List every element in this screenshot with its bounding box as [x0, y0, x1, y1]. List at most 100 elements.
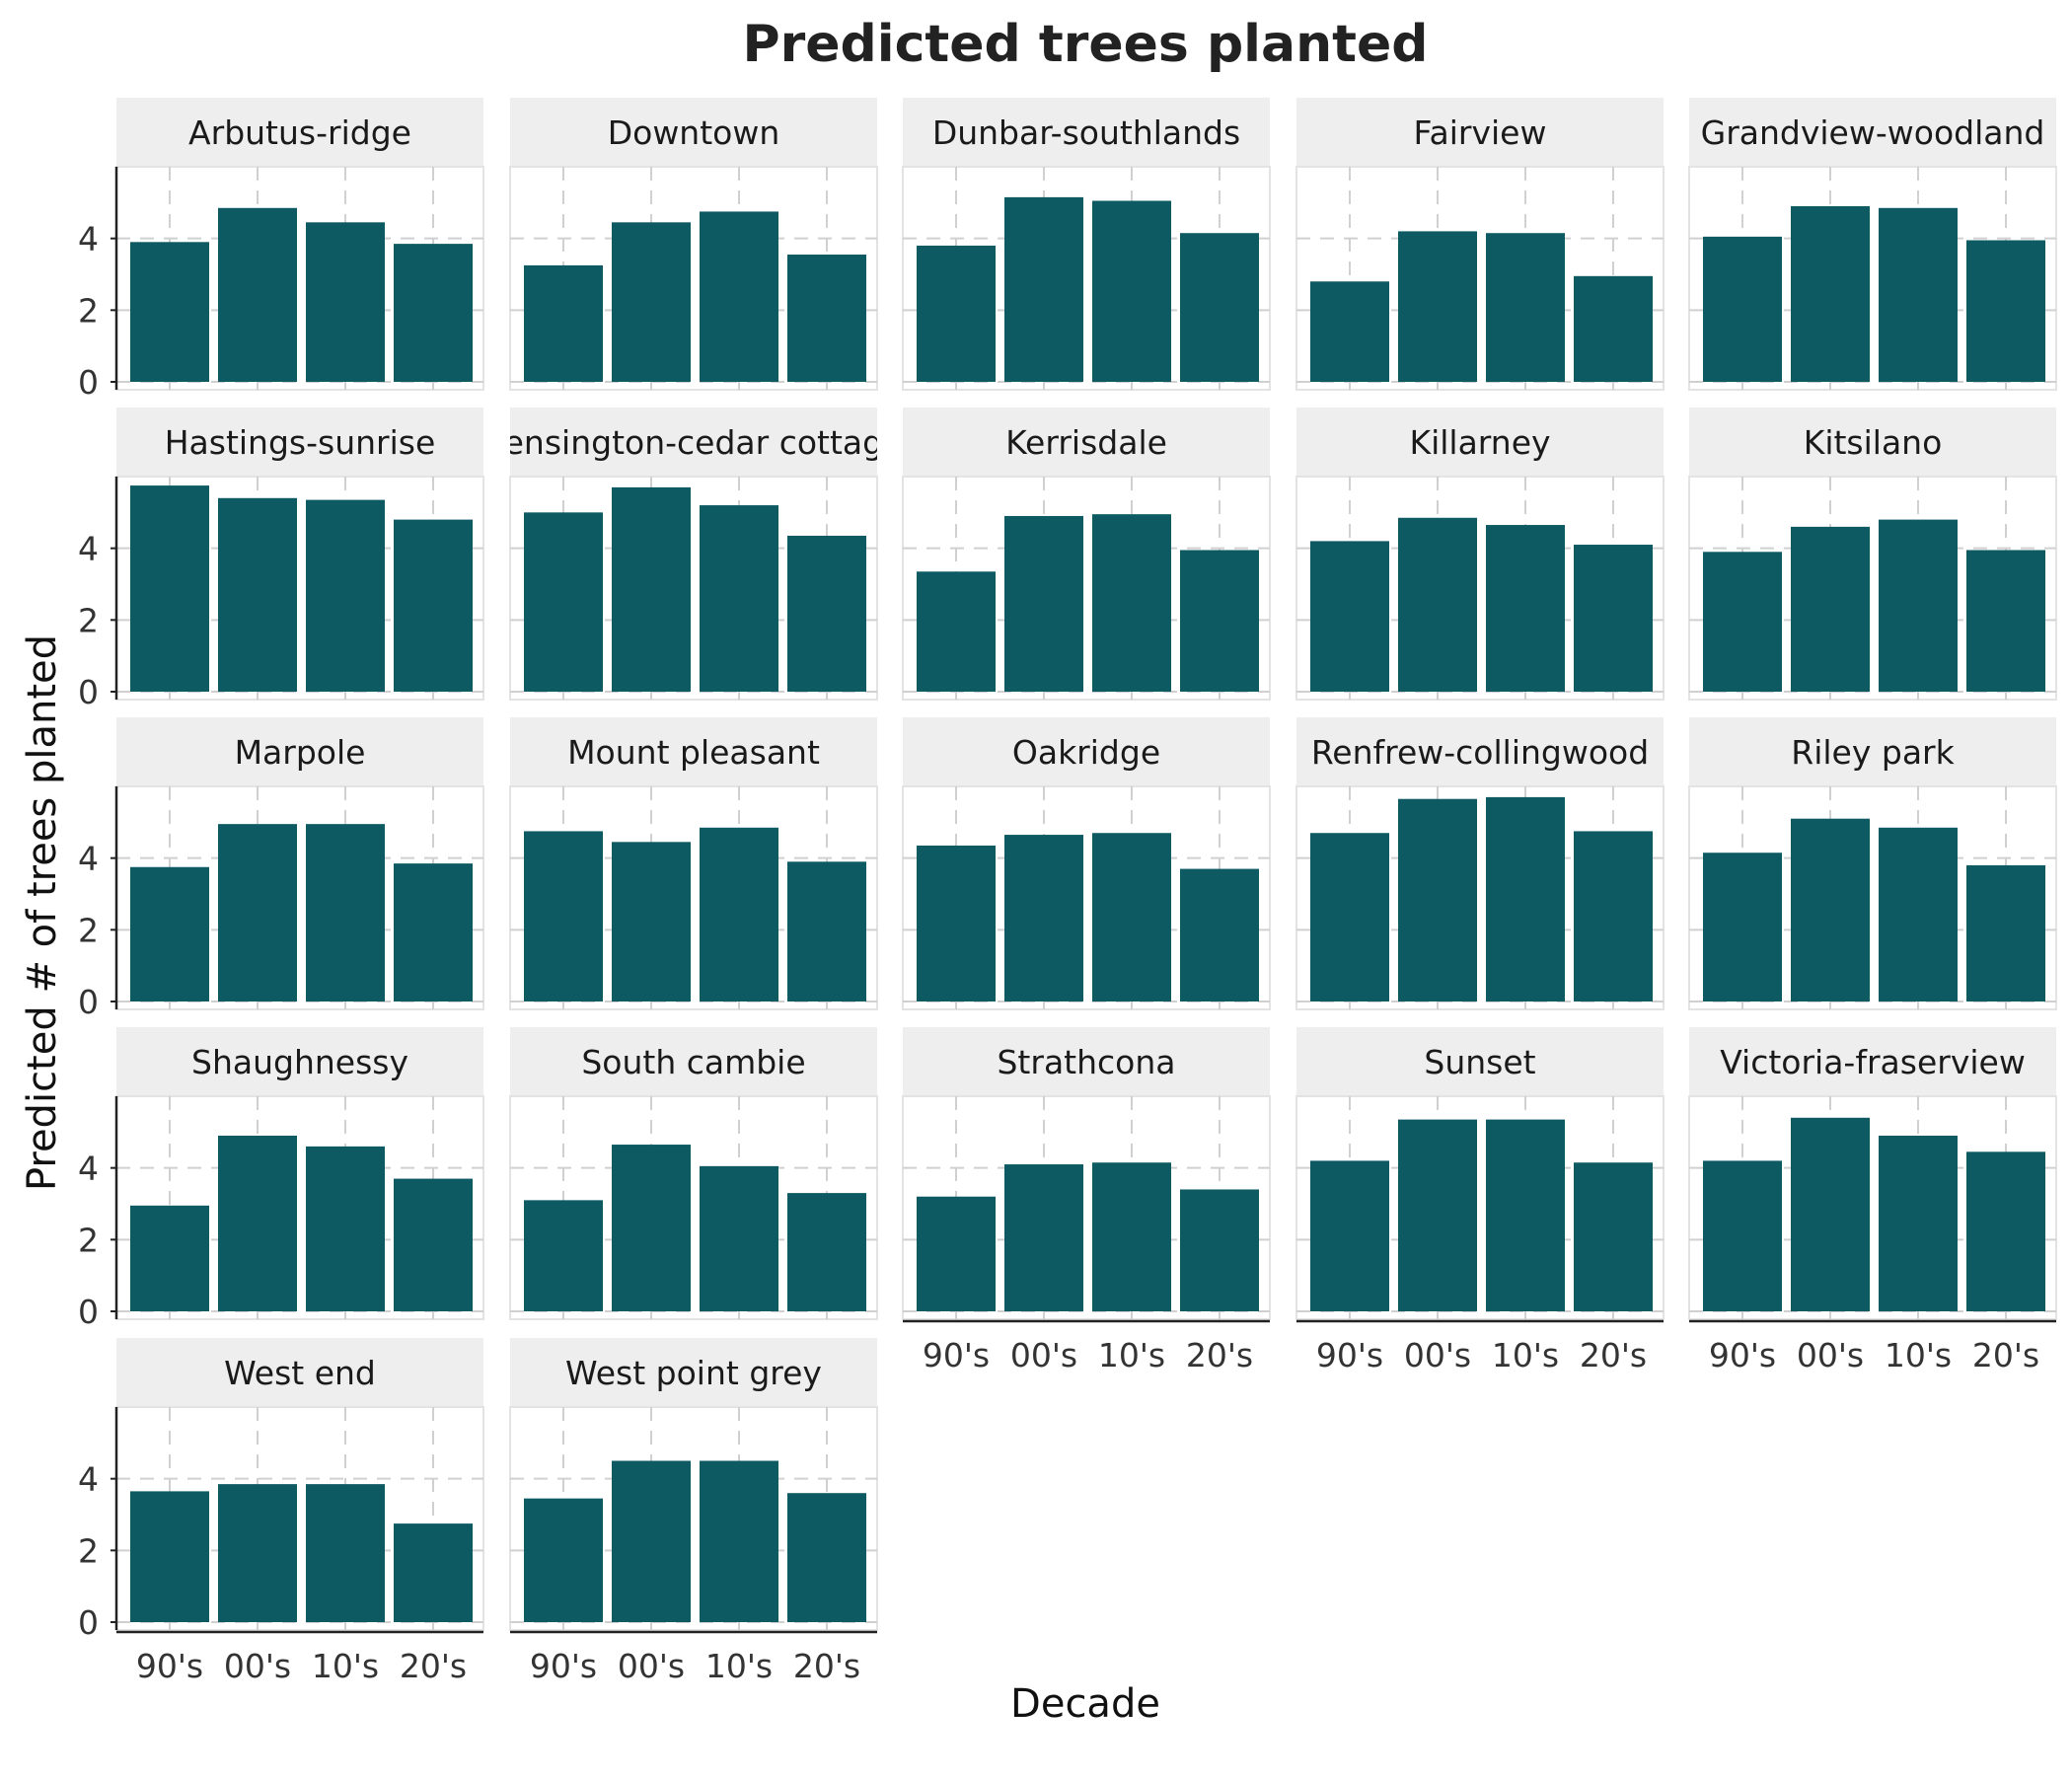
bar-shaughnessy-3 [394, 1178, 473, 1311]
facet-strip [903, 408, 1270, 477]
bar-kensington-cedar-cottage-1 [612, 486, 691, 692]
facet-strip-label: Downtown [608, 113, 780, 152]
bar-arbutus-ridge-0 [130, 242, 209, 382]
bar-fairview-0 [1310, 281, 1389, 382]
facet-renfrew-collingwood: Renfrew-collingwood [1295, 717, 1665, 1010]
facet-panel-border [509, 1406, 878, 1631]
facet-strip [1689, 98, 2056, 167]
facet-strip-label: Riley park [1791, 733, 1955, 772]
bar-oakridge-2 [1092, 833, 1171, 1002]
facet-panel-border [509, 166, 878, 391]
facet-strip [510, 408, 877, 477]
bar-kensington-cedar-cottage-2 [700, 505, 778, 692]
facet-strip-label: Fairview [1414, 113, 1547, 152]
bar-downtown-3 [787, 255, 866, 382]
bar-shaughnessy-1 [218, 1135, 297, 1311]
facet-strip-label: Marpole [235, 733, 366, 772]
x-tick-label: 90's [1316, 1336, 1383, 1374]
bar-grandview-woodland-2 [1879, 207, 1958, 382]
facet-panel-border [902, 476, 1271, 701]
bar-arbutus-ridge-1 [218, 207, 297, 382]
facet-panel-border [1295, 476, 1665, 701]
x-tick-label: 20's [1186, 1336, 1253, 1374]
bar-renfrew-collingwood-3 [1574, 831, 1653, 1002]
facet-strip [116, 1027, 483, 1096]
bar-kerrisdale-3 [1180, 550, 1259, 692]
bar-mount-pleasant-2 [700, 827, 778, 1002]
facet-kerrisdale: Kerrisdale [902, 408, 1271, 701]
bar-strathcona-2 [1092, 1162, 1171, 1311]
facet-panel-border [1688, 785, 2057, 1010]
facet-strip [1296, 98, 1664, 167]
bar-riley-park-2 [1879, 827, 1958, 1002]
facet-strip [510, 1338, 877, 1407]
bar-strathcona-3 [1180, 1189, 1259, 1311]
facet-panel-border [1688, 166, 2057, 391]
facet-panel-border [1295, 166, 1665, 391]
facet-strip [510, 717, 877, 786]
bar-killarney-1 [1398, 517, 1477, 692]
bar-arbutus-ridge-2 [306, 222, 385, 382]
bar-downtown-0 [524, 264, 603, 382]
bar-kitsilano-3 [1966, 550, 2045, 692]
facet-strip-label: Sunset [1424, 1043, 1535, 1081]
bar-marpole-3 [394, 863, 473, 1002]
bar-hastings-sunrise-2 [306, 499, 385, 692]
x-tick-label: 00's [1404, 1336, 1471, 1374]
facet-strip-label: Hastings-sunrise [165, 423, 436, 462]
bar-fairview-1 [1398, 231, 1477, 382]
facet-strip [903, 98, 1270, 167]
facet-arbutus-ridge: Arbutus-ridge 0 2 4 [78, 98, 484, 402]
bar-west-end-0 [130, 1491, 209, 1622]
x-tick-label: 10's [1098, 1336, 1165, 1374]
x-tick-label: 10's [1885, 1336, 1952, 1374]
facet-strip-label: Grandview-woodland [1701, 113, 2045, 152]
bar-west-point-grey-0 [524, 1498, 603, 1622]
facet-shaughnessy: Shaughnessy 0 2 4 [78, 1027, 484, 1331]
bar-kitsilano-1 [1791, 526, 1870, 692]
bar-victoria-fraserview-3 [1966, 1151, 2045, 1311]
facet-panel-border [509, 1095, 878, 1320]
facet-south-cambie: South cambie [509, 1027, 878, 1320]
bar-mount-pleasant-0 [524, 831, 603, 1002]
facet-strip [510, 1027, 877, 1096]
facet-downtown: Downtown [509, 98, 878, 391]
bar-grandview-woodland-0 [1703, 236, 1782, 382]
facet-kensington-cedar-cottage: Kensington-cedar cottage [509, 408, 878, 701]
bar-arbutus-ridge-3 [394, 244, 473, 382]
bar-victoria-fraserview-0 [1703, 1160, 1782, 1311]
x-tick-label: 90's [530, 1647, 597, 1685]
facet-panel-border [1295, 1095, 1665, 1320]
bar-kerrisdale-0 [917, 571, 996, 692]
x-tick-label: 90's [1709, 1336, 1776, 1374]
x-tick-label: 90's [923, 1336, 990, 1374]
bar-dunbar-southlands-0 [917, 245, 996, 382]
facet-panel-border [1688, 1095, 2057, 1320]
bar-killarney-3 [1574, 545, 1653, 692]
y-tick-label: 4 [78, 220, 99, 259]
x-tick-label: 00's [224, 1647, 291, 1685]
bar-victoria-fraserview-2 [1879, 1135, 1958, 1311]
bar-west-end-3 [394, 1523, 473, 1622]
y-tick-label: 0 [78, 1293, 99, 1331]
bar-mount-pleasant-3 [787, 861, 866, 1002]
bar-mount-pleasant-1 [612, 842, 691, 1002]
x-tick-label: 20's [793, 1647, 860, 1685]
x-tick-label: 00's [1010, 1336, 1077, 1374]
facet-strip-label: Arbutus-ridge [188, 113, 411, 152]
facet-strip-label: West end [224, 1354, 376, 1392]
facet-strip-label: Kerrisdale [1005, 423, 1167, 462]
bar-sunset-2 [1486, 1119, 1565, 1311]
y-tick-label: 2 [78, 601, 99, 639]
facet-panel-border [902, 1095, 1271, 1320]
facet-strathcona: Strathcona 90's 00's 10's 20's [902, 1027, 1271, 1374]
bar-hastings-sunrise-0 [130, 485, 209, 692]
chart-title: Predicted trees planted [743, 15, 1429, 74]
bar-oakridge-3 [1180, 868, 1259, 1002]
bar-riley-park-3 [1966, 864, 2045, 1002]
bar-kerrisdale-1 [1004, 515, 1083, 692]
y-axis-title: Predicted # of trees planted [20, 634, 65, 1191]
y-tick-label: 2 [78, 1531, 99, 1570]
bar-fairview-2 [1486, 233, 1565, 382]
